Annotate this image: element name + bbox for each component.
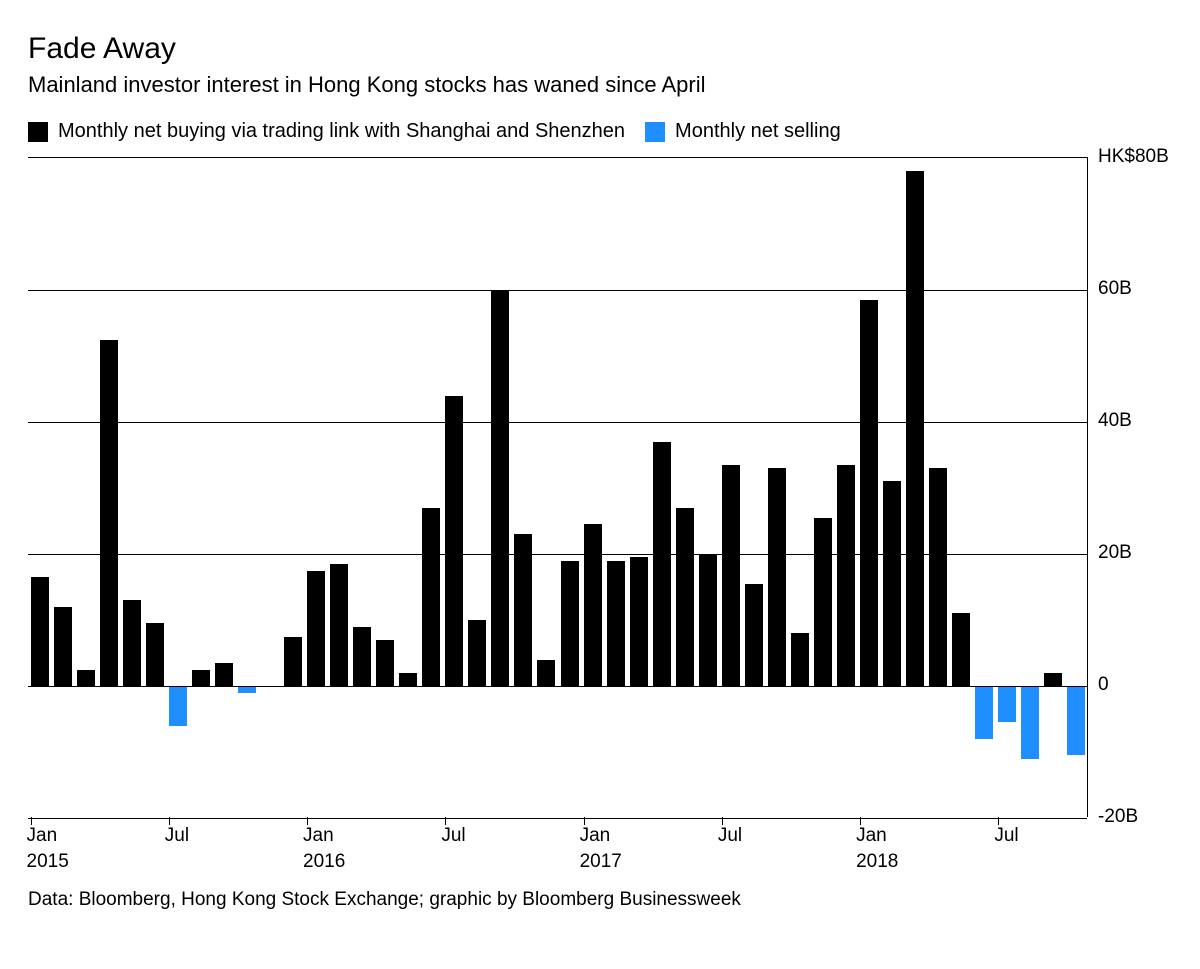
bar <box>422 508 440 686</box>
x-axis-month-label: Jul <box>718 825 742 847</box>
bar <box>54 607 72 686</box>
x-tick <box>998 817 999 825</box>
bar <box>192 670 210 687</box>
bar <box>699 554 717 686</box>
chart-wrapper: Fade Away Mainland investor interest in … <box>0 0 1200 969</box>
bar <box>284 637 302 687</box>
x-axis-month-label: Jan <box>27 825 58 847</box>
bar <box>1021 686 1039 759</box>
bar <box>676 508 694 686</box>
legend-item-buying: Monthly net buying via trading link with… <box>28 120 625 143</box>
y-axis-label: 20B <box>1098 542 1132 564</box>
x-axis-month-label: Jan <box>303 825 334 847</box>
gridline <box>28 290 1087 291</box>
bar <box>791 633 809 686</box>
gridline <box>28 422 1087 423</box>
bar <box>653 442 671 686</box>
x-axis-month-label: Jul <box>994 825 1018 847</box>
bar <box>491 290 509 686</box>
bar <box>514 534 532 686</box>
legend-label-selling: Monthly net selling <box>675 120 841 143</box>
bar <box>468 620 486 686</box>
x-axis-year-label: 2015 <box>27 851 69 873</box>
legend: Monthly net buying via trading link with… <box>28 120 1172 143</box>
bar <box>77 670 95 687</box>
bar <box>31 577 49 686</box>
legend-swatch-buying <box>28 122 48 142</box>
bar <box>1044 673 1062 686</box>
bar <box>330 564 348 686</box>
bar <box>353 627 371 686</box>
bar <box>215 663 233 686</box>
chart-container: -20B020B40B60BHK$80BJan2015JulJan2016Jul… <box>28 157 1172 877</box>
x-axis-month-label: Jan <box>580 825 611 847</box>
bar <box>722 465 740 686</box>
y-axis-label: HK$80B <box>1098 146 1169 168</box>
bar <box>376 640 394 686</box>
bar <box>100 340 118 687</box>
y-axis-label: 60B <box>1098 278 1132 300</box>
x-tick <box>307 817 308 825</box>
bar <box>860 300 878 686</box>
bar <box>169 686 187 726</box>
legend-swatch-selling <box>645 122 665 142</box>
chart-subtitle: Mainland investor interest in Hong Kong … <box>28 72 1172 98</box>
bar <box>445 396 463 686</box>
bar <box>768 468 786 686</box>
bar <box>1067 686 1085 755</box>
bar <box>929 468 947 686</box>
x-tick <box>445 817 446 825</box>
x-axis-month-label: Jan <box>856 825 887 847</box>
x-axis-year-label: 2016 <box>303 851 345 873</box>
x-tick <box>31 817 32 825</box>
bar <box>607 561 625 686</box>
y-axis-label: -20B <box>1098 806 1138 828</box>
gridline <box>28 554 1087 555</box>
plot-area <box>28 157 1088 817</box>
legend-item-selling: Monthly net selling <box>645 120 841 143</box>
bar <box>814 518 832 686</box>
bar <box>123 600 141 686</box>
bar <box>584 524 602 686</box>
bar <box>146 623 164 686</box>
x-tick <box>169 817 170 825</box>
x-tick <box>860 817 861 825</box>
bar <box>952 613 970 686</box>
y-axis-label: 0 <box>1098 674 1109 696</box>
x-tick <box>722 817 723 825</box>
x-axis-year-label: 2017 <box>580 851 622 873</box>
chart-title: Fade Away <box>28 32 1172 66</box>
bar <box>883 481 901 686</box>
x-axis-month-label: Jul <box>441 825 465 847</box>
bar <box>998 686 1016 722</box>
x-axis-month-label: Jul <box>165 825 189 847</box>
bar <box>399 673 417 686</box>
bar <box>630 557 648 686</box>
x-tick <box>584 817 585 825</box>
bar <box>975 686 993 739</box>
bar <box>537 660 555 686</box>
bar <box>745 584 763 686</box>
legend-label-buying: Monthly net buying via trading link with… <box>58 120 625 143</box>
y-axis-label: 40B <box>1098 410 1132 432</box>
bar <box>906 171 924 686</box>
gridline <box>28 818 1087 819</box>
bar <box>837 465 855 686</box>
bar <box>561 561 579 686</box>
source-attribution: Data: Bloomberg, Hong Kong Stock Exchang… <box>28 889 1172 911</box>
bar <box>307 571 325 687</box>
zero-line <box>28 686 1087 687</box>
x-axis-year-label: 2018 <box>856 851 898 873</box>
